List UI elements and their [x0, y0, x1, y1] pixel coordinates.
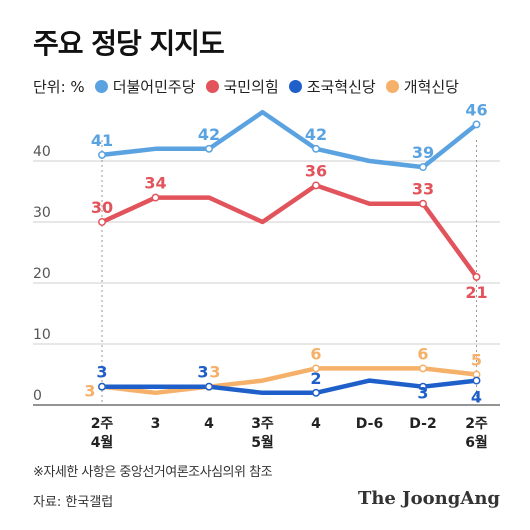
- x-tick-label: 3주: [251, 416, 274, 432]
- data-point: [419, 199, 427, 208]
- data-label: 42: [198, 125, 220, 144]
- legend-swatch-rebuilding: [288, 80, 302, 93]
- data-label: 21: [465, 283, 487, 302]
- y-tick-label: 20: [33, 266, 51, 282]
- data-label: 4: [471, 388, 482, 407]
- data-label: 6: [310, 344, 321, 363]
- x-tick-label: D-2: [409, 416, 436, 432]
- data-point: [312, 181, 320, 190]
- legend-unit: 단위: %: [33, 78, 85, 96]
- chart-title: 주요 정당 지지도: [33, 27, 225, 60]
- x-tick-label: 4: [311, 416, 321, 432]
- data-label: 41: [91, 131, 113, 150]
- y-tick-label: 40: [33, 144, 51, 160]
- y-tick-label: 10: [33, 327, 51, 343]
- data-label: 5: [471, 351, 482, 370]
- data-point: [98, 150, 106, 159]
- data-label: 34: [144, 174, 166, 193]
- data-point: [472, 120, 481, 129]
- legend-swatch-democratic: [94, 80, 108, 93]
- data-label: 39: [412, 143, 434, 162]
- data-point: [312, 144, 320, 153]
- x-tick-label: 6월: [465, 434, 488, 451]
- data-label: 46: [465, 100, 487, 119]
- data-point: [312, 388, 320, 397]
- data-label: 42: [305, 125, 327, 144]
- brand-logo: The JoongAng: [357, 488, 500, 509]
- x-tick-label: 3: [151, 416, 161, 432]
- data-label: 3: [209, 363, 220, 382]
- data-point: [419, 163, 427, 172]
- x-tick-label: 5월: [251, 434, 274, 451]
- x-tick-label: 4월: [91, 434, 114, 451]
- legend-label-reform: 개혁신당: [403, 78, 459, 96]
- source: 자료: 한국갤럽: [33, 495, 114, 510]
- data-label: 3: [417, 384, 428, 403]
- data-point: [205, 382, 213, 391]
- data-label: 3: [96, 363, 107, 382]
- data-label: 6: [417, 344, 428, 363]
- data-label: 33: [412, 180, 434, 199]
- y-tick-label: 30: [33, 205, 51, 221]
- legend-swatch-reform: [385, 80, 399, 93]
- legend-label-ppp: 국민의힘: [223, 78, 279, 96]
- data-point: [472, 376, 481, 385]
- x-tick-label: 4: [204, 416, 214, 432]
- data-label: 36: [305, 161, 327, 180]
- y-tick-label: 0: [33, 388, 42, 404]
- legend-swatch-ppp: [205, 80, 219, 93]
- legend-item-reform: 개혁신당: [385, 76, 459, 97]
- data-label: 3: [84, 382, 95, 401]
- x-tick-label: 2주: [91, 416, 114, 432]
- legend-label-democratic: 더불어민주당: [112, 78, 196, 96]
- legend: 단위: % 더불어민주당 국민의힘 조국혁신당 개혁신당: [33, 76, 469, 97]
- legend-label-rebuilding: 조국혁신당: [306, 78, 376, 96]
- data-point: [98, 382, 106, 391]
- legend-item-ppp: 국민의힘: [205, 76, 279, 97]
- data-label: 3: [197, 363, 208, 382]
- series-line: [99, 109, 479, 170]
- data-point: [151, 193, 160, 202]
- data-point: [98, 218, 106, 226]
- series-line: [99, 183, 479, 280]
- data-point: [205, 144, 213, 153]
- data-label: 2: [310, 369, 321, 388]
- x-tick-label: 2주: [465, 416, 488, 432]
- data-point: [419, 364, 427, 373]
- data-point: [472, 272, 481, 281]
- series-line: [99, 378, 479, 396]
- legend-item-democratic: 더불어민주당: [94, 76, 196, 97]
- data-point: [419, 382, 427, 391]
- footnote: ※자세한 사항은 중앙선거여론조사심의위 참조: [33, 465, 273, 480]
- data-point: [312, 364, 320, 373]
- data-label: 30: [91, 198, 113, 217]
- legend-item-rebuilding: 조국혁신당: [288, 76, 376, 97]
- series-line: [99, 366, 479, 396]
- x-tick-label: D-6: [356, 416, 383, 432]
